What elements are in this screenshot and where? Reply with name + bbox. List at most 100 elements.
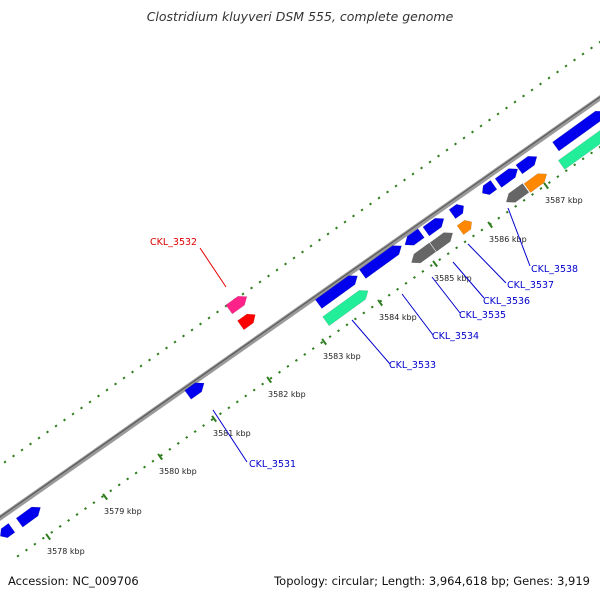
tick-label: 3583 kbp xyxy=(323,352,361,361)
gene-blue xyxy=(314,275,358,309)
page-title: Clostridium kluyveri DSM 555, complete g… xyxy=(146,9,454,24)
minor-tick-upper xyxy=(46,430,49,434)
gene-red xyxy=(237,313,256,331)
minor-tick-upper xyxy=(505,106,508,110)
minor-tick-upper xyxy=(403,178,406,182)
major-tick xyxy=(266,376,272,384)
minor-tick-lower xyxy=(362,311,366,315)
major-tick xyxy=(377,299,383,307)
minor-tick-upper xyxy=(241,292,245,296)
minor-tick-upper xyxy=(250,286,253,290)
minor-tick-lower xyxy=(261,382,265,386)
minor-tick-upper xyxy=(513,100,517,104)
minor-tick-lower xyxy=(278,370,281,374)
minor-tick-upper xyxy=(598,40,600,44)
minor-tick-lower xyxy=(16,554,20,558)
minor-tick-upper xyxy=(445,148,449,152)
minor-tick-upper xyxy=(131,370,134,374)
gene-callout-line xyxy=(452,261,485,299)
minor-tick-upper xyxy=(318,238,321,242)
minor-tick-upper xyxy=(411,172,415,176)
minor-tick-lower xyxy=(176,441,180,445)
minor-tick-lower xyxy=(286,364,290,368)
gene-callout-line xyxy=(467,243,507,284)
genome-summary: Topology: circular; Length: 3,964,618 bp… xyxy=(274,574,590,588)
tick-label: 3585 kbp xyxy=(434,274,472,283)
minor-tick-upper xyxy=(428,160,432,164)
gene-blue xyxy=(515,155,538,175)
minor-tick-lower xyxy=(67,518,71,522)
minor-tick-lower xyxy=(159,453,163,457)
tick-rows xyxy=(3,40,600,558)
gene-blue xyxy=(552,110,600,152)
minor-tick-lower xyxy=(505,210,509,214)
minor-tick-upper xyxy=(114,382,117,386)
minor-tick-upper xyxy=(267,274,270,278)
minor-tick-upper xyxy=(539,82,542,86)
minor-tick-upper xyxy=(54,424,58,428)
minor-tick-lower xyxy=(235,400,239,404)
gene-gray xyxy=(505,183,530,203)
minor-tick-upper xyxy=(20,448,24,452)
minor-tick-lower xyxy=(227,406,231,410)
gene-blue xyxy=(448,203,465,220)
minor-tick-lower xyxy=(404,281,408,285)
minor-tick-upper xyxy=(292,256,296,260)
major-tick xyxy=(321,338,327,346)
minor-tick-lower xyxy=(531,192,534,196)
major-tick xyxy=(487,221,493,229)
minor-tick-lower xyxy=(455,246,459,250)
minor-tick-lower xyxy=(429,264,433,268)
minor-tick-lower xyxy=(522,198,526,202)
minor-tick-lower xyxy=(193,430,197,433)
minor-tick-upper xyxy=(3,460,7,464)
tick-label: 3578 kbp xyxy=(47,547,85,556)
minor-tick-lower xyxy=(573,163,577,167)
minor-tick-lower xyxy=(446,252,450,256)
minor-tick-lower xyxy=(564,169,568,173)
minor-tick-upper xyxy=(343,220,347,224)
tick-label: 3586 kbp xyxy=(489,235,527,244)
minor-tick-lower xyxy=(75,513,79,516)
minor-tick-lower xyxy=(218,412,222,416)
minor-tick-lower xyxy=(353,317,357,321)
minor-tick-upper xyxy=(556,70,559,74)
minor-tick-lower xyxy=(320,341,324,345)
gene-green xyxy=(557,130,600,170)
minor-tick-upper xyxy=(12,454,15,458)
minor-tick-upper xyxy=(590,46,593,50)
gene-gray xyxy=(411,242,437,264)
minor-tick-upper xyxy=(199,322,202,326)
tick-labels: 3578 kbp 3579 kbp 3580 kbp 3581 kbp 3582 kbp… xyxy=(47,196,583,556)
minor-tick-lower xyxy=(472,234,475,238)
gene-callouts: CKL_3531 CKL_3532 CKL_3533 CKL_3534 CKL_3535… xyxy=(150,207,578,470)
minor-tick-lower xyxy=(345,323,349,327)
major-tick xyxy=(211,415,217,423)
genome-backbone xyxy=(0,94,600,522)
minor-tick-upper xyxy=(284,262,287,266)
gene-label: CKL_3538 xyxy=(531,264,578,275)
minor-tick-lower xyxy=(387,293,391,297)
minor-tick-upper xyxy=(97,394,100,398)
minor-tick-upper xyxy=(190,328,194,332)
major-tick xyxy=(543,182,549,190)
minor-tick-upper xyxy=(360,208,364,212)
minor-tick-upper xyxy=(573,58,576,62)
minor-tick-upper xyxy=(471,130,474,134)
gene-label: CKL_3533 xyxy=(389,360,436,371)
minor-tick-upper xyxy=(309,244,313,248)
minor-tick-lower xyxy=(134,471,138,475)
minor-tick-lower xyxy=(50,530,54,534)
minor-tick-lower xyxy=(438,258,442,262)
minor-tick-lower xyxy=(514,204,518,208)
major-tick xyxy=(157,453,163,461)
gene-orange xyxy=(523,173,548,193)
minor-tick-upper xyxy=(80,406,83,410)
minor-tick-upper xyxy=(394,184,398,188)
minor-tick-lower xyxy=(539,187,543,190)
tick-label: 3587 kbp xyxy=(545,196,583,205)
major-tick xyxy=(432,260,438,268)
gene-blue xyxy=(15,506,41,528)
gene-orange xyxy=(456,219,473,236)
